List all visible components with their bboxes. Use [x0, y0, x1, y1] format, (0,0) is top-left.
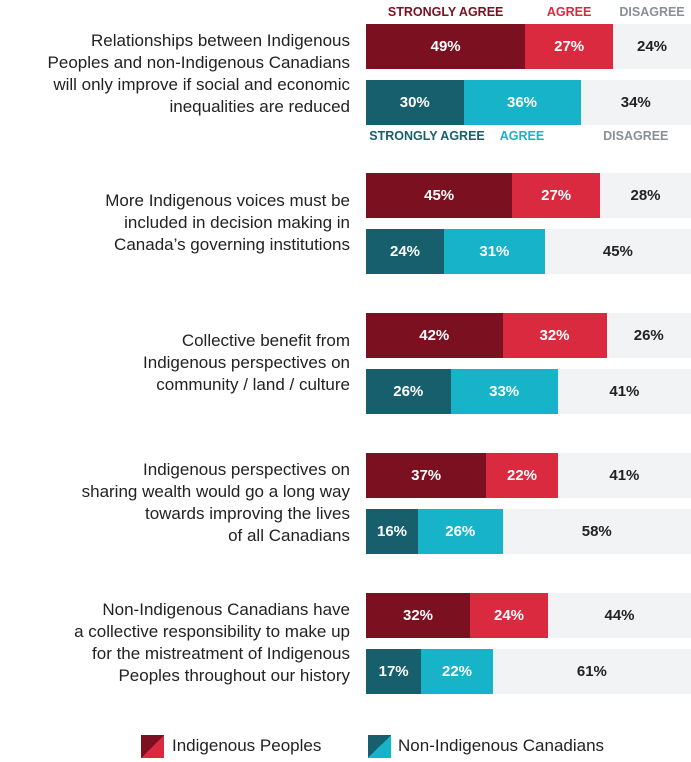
bar-segment: 22% [486, 453, 558, 498]
bar-segment: 36% [463, 80, 581, 125]
bar-segment: 41% [557, 369, 691, 414]
bar-segment: 32% [502, 313, 607, 358]
bar-segment: 22% [421, 649, 493, 694]
segment-legend: AGREE [546, 5, 592, 19]
bar-segment: 45% [366, 173, 513, 218]
category-label: Non-Indigenous Canadians have a collecti… [74, 600, 350, 685]
bar-segment: 28% [600, 173, 691, 218]
category-label: Collective benefit from Indigenous persp… [143, 331, 350, 394]
bar-segment: 24% [613, 24, 691, 69]
segment-legend: STRONGLY AGREE [387, 5, 504, 19]
bar-segment: 58% [502, 509, 691, 554]
bar-segment: 49% [366, 24, 526, 69]
bar-segment: 26% [606, 313, 691, 358]
category-label: More Indigenous voices must be included … [105, 191, 350, 254]
bar-segment: 30% [366, 80, 464, 125]
segment-legend: DISAGREE [619, 5, 685, 19]
bar-segment: 34% [580, 80, 691, 125]
legend-swatch [368, 735, 391, 758]
bar-segment: 26% [366, 369, 451, 414]
legend-swatch [141, 735, 164, 758]
legend-label: Indigenous Peoples [172, 736, 322, 755]
bar-segment: 26% [418, 509, 503, 554]
bar-segment: 42% [366, 313, 503, 358]
category-label: Indigenous perspectives on sharing wealt… [81, 460, 350, 545]
bar-segment: 27% [525, 24, 613, 69]
bar-segment: 31% [444, 229, 545, 274]
bar-segment: 24% [366, 229, 444, 274]
legend-label: Non-Indigenous Canadians [398, 736, 605, 755]
category-label: Relationships between Indigenous Peoples… [47, 31, 350, 116]
segment-legend: DISAGREE [603, 129, 669, 143]
bar-segment: 44% [548, 593, 691, 638]
bar-segment: 32% [366, 593, 470, 638]
bar-segment: 37% [366, 453, 487, 498]
bar-segment: 24% [470, 593, 548, 638]
bar-segment: 61% [492, 649, 691, 694]
bar-segment: 45% [544, 229, 691, 274]
bar-segment: 27% [512, 173, 600, 218]
bar-segment: 33% [450, 369, 558, 414]
segment-legend: STRONGLY AGREE [369, 129, 485, 143]
bar-segment: 41% [557, 453, 691, 498]
segment-legend: AGREE [499, 129, 545, 143]
bar-segment: 17% [366, 649, 422, 694]
bar-segment: 16% [366, 509, 418, 554]
